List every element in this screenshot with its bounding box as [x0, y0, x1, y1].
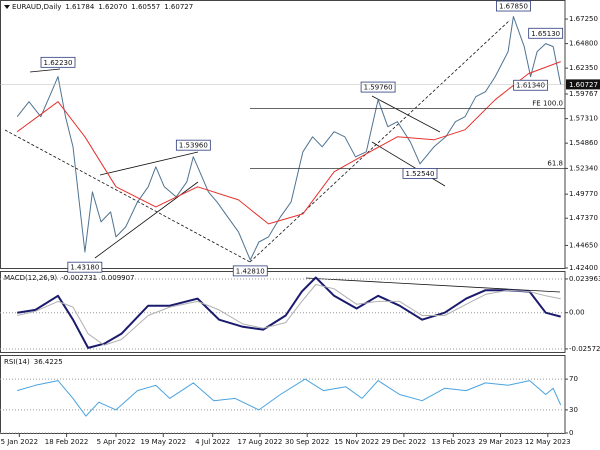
- price-label: 1.61340: [516, 82, 545, 90]
- y-tick-label: 0: [569, 429, 573, 437]
- y-tick-label: 1.49770: [569, 190, 598, 198]
- channel-line: [99, 151, 199, 176]
- x-tick-label: 29 Dec 2022: [382, 438, 427, 446]
- x-tick-label: 19 May 2022: [140, 438, 186, 446]
- x-tick-label: 12 May 2023: [525, 438, 571, 446]
- series-line: [17, 276, 561, 349]
- y-tick-label: 1.64800: [569, 40, 598, 48]
- y-tick-label: 1.54860: [569, 139, 598, 147]
- fib-level-label: FE 100.0: [532, 99, 563, 107]
- price-label: 1.67850: [499, 3, 528, 11]
- x-tick-label: 17 Aug 2022: [238, 438, 283, 446]
- trendline: [4, 129, 251, 263]
- fib-level-label: 61.8: [547, 160, 563, 168]
- x-tick-label: 30 Sep 2022: [285, 438, 329, 446]
- header-value: 0.009907: [101, 274, 134, 282]
- panel-title: MACD(12,26,9): [4, 274, 57, 282]
- price-label: 1.59760: [364, 84, 393, 92]
- y-tick-label: 1.52340: [569, 164, 598, 172]
- y-tick-label: -0.025726: [569, 345, 600, 353]
- current-price-box: [566, 79, 600, 90]
- y-tick-label: 1.57310: [569, 115, 598, 123]
- panel-header: MACD(12,26,9) -0.002731 0.009907: [4, 274, 135, 282]
- header-value: 1.62070: [98, 3, 127, 11]
- channel-line: [371, 141, 446, 187]
- y-tick-label: 1.44650: [569, 241, 598, 249]
- macd-panel-frame: [0, 271, 566, 353]
- x-tick-label: 4 Jul 2022: [195, 438, 230, 446]
- price-label-box: [528, 27, 564, 39]
- current-price: 1.60727: [569, 81, 598, 89]
- series-line: [16, 61, 561, 225]
- rsi-panel-frame: [0, 355, 566, 434]
- x-tick-label: 5 Apr 2022: [97, 438, 136, 446]
- panel-header: RSI(14) 36.4225: [4, 358, 63, 366]
- price-label: 1.62230: [44, 59, 73, 67]
- trendline: [29, 68, 61, 73]
- x-tick-label: 13 Feb 2023: [431, 438, 475, 446]
- menu-triangle: [4, 5, 10, 9]
- header-value: 1.60727: [164, 3, 193, 11]
- y-tick-label: 0.023963: [569, 275, 600, 283]
- y-tick-label: 0.00: [569, 309, 585, 317]
- x-tick-label: 18 Feb 2022: [45, 438, 89, 446]
- series-line: [17, 378, 562, 417]
- y-tick-label: 1.42400: [569, 264, 598, 272]
- price-label-box: [67, 261, 103, 273]
- channel-line: [371, 95, 441, 133]
- x-tick-label: 15 Nov 2022: [334, 438, 379, 446]
- panel-title: RSI(14): [4, 358, 30, 366]
- channel-line: [94, 181, 199, 259]
- price-label-box: [496, 0, 531, 12]
- series-line: [16, 16, 562, 261]
- price-label-box: [175, 139, 211, 151]
- price-panel-frame: [0, 0, 566, 269]
- series-line: [17, 284, 561, 346]
- y-tick-label: 1.62350: [569, 64, 598, 72]
- header-value: -0.002731: [61, 274, 97, 282]
- trendline: [249, 19, 511, 263]
- price-label: 1.65130: [531, 30, 560, 38]
- x-tick-label: 5 Jan 2022: [1, 438, 39, 446]
- header-value: 1.61784: [65, 3, 94, 11]
- y-tick-label: 1.47370: [569, 214, 598, 222]
- price-label-box: [232, 265, 268, 277]
- price-label-box: [40, 56, 76, 68]
- price-label-box: [402, 168, 438, 179]
- header-value: 36.4225: [34, 358, 63, 366]
- header-value: 1.60557: [131, 3, 160, 11]
- price-label: 1.53960: [179, 142, 208, 150]
- price-label: 1.52540: [406, 170, 435, 178]
- y-tick-label: 30: [569, 406, 578, 414]
- macd-trendline: [305, 277, 561, 293]
- price-label: 1.43180: [70, 264, 99, 272]
- price-label-box: [513, 79, 549, 91]
- y-tick-label: 1.67250: [569, 15, 598, 23]
- x-tick-label: 29 Mar 2023: [478, 438, 522, 446]
- price-label: 1.42810: [236, 267, 265, 275]
- panel-header: EURAUD,Daily 1.61784 1.62070 1.60557 1.60727: [12, 3, 193, 11]
- price-label-box: [360, 81, 396, 93]
- y-tick-label: 70: [569, 375, 578, 383]
- panel-title: EURAUD,Daily: [12, 3, 61, 11]
- y-tick-label: 1.59767: [569, 90, 598, 98]
